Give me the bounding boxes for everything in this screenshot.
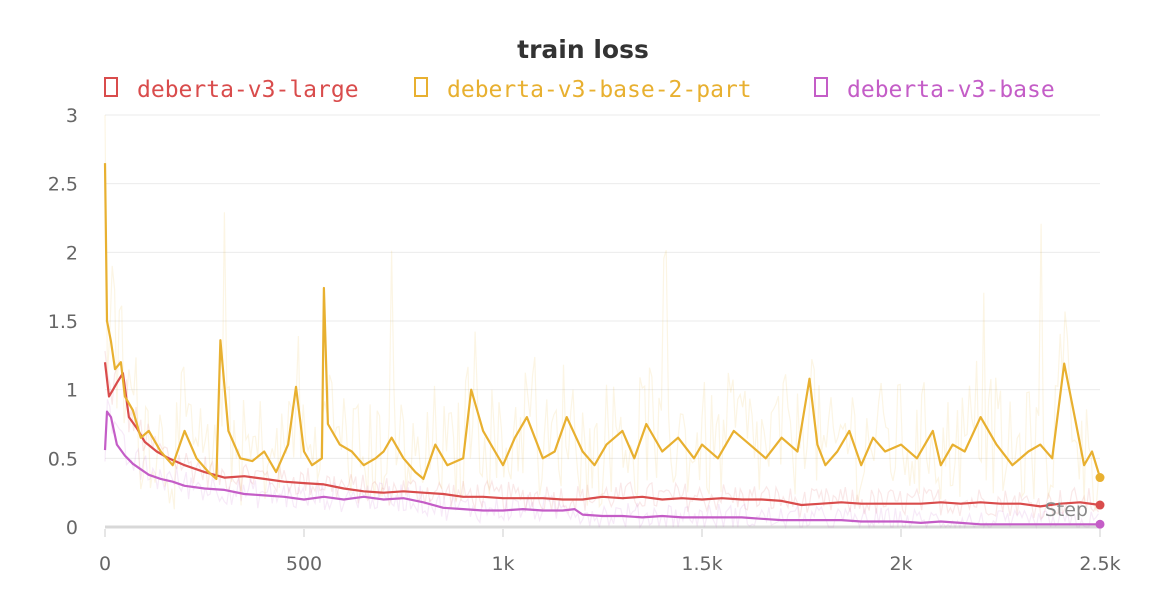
x-tick-label: 2k	[889, 553, 912, 575]
series-end-point	[1095, 473, 1105, 483]
series-line[interactable]	[103, 410, 1100, 526]
chart-title: train loss	[517, 35, 649, 64]
legend-label: deberta-v3-base	[847, 77, 1055, 103]
y-tick-label: 2.5	[48, 174, 78, 196]
x-axis-label: Step	[1045, 499, 1088, 521]
x-tick-label: 0	[99, 553, 111, 575]
y-axis: 0 0.5 1 1.5 2 2.5 3	[48, 105, 78, 539]
legend-label: deberta-v3-large	[137, 77, 359, 103]
x-axis: 0 500 1k 1.5k 2k 2.5k	[99, 529, 1121, 575]
legend-swatch-icon	[814, 77, 828, 97]
y-tick-label: 0.5	[48, 448, 78, 470]
series-line[interactable]	[103, 163, 1102, 480]
legend-item[interactable]: deberta-v3-base-2-part	[414, 77, 752, 103]
legend-swatch-icon	[414, 77, 428, 97]
series-end-point	[1095, 500, 1105, 510]
legend[interactable]: deberta-v3-large deberta-v3-base-2-part de…	[104, 77, 1055, 103]
legend-swatch-icon	[104, 77, 118, 97]
x-tick-label: 2.5k	[1079, 553, 1120, 575]
x-tick-label: 1.5k	[681, 553, 722, 575]
x-tick-label: 1k	[491, 553, 514, 575]
y-tick-label: 0	[66, 517, 78, 539]
raw-series-line	[104, 114, 1099, 511]
y-tick-label: 1	[66, 380, 78, 402]
gridlines	[105, 114, 1100, 529]
raw-series-line	[104, 350, 1099, 520]
series-lines[interactable]	[103, 163, 1102, 526]
legend-label: deberta-v3-base-2-part	[447, 77, 752, 103]
end-markers	[1095, 473, 1105, 529]
y-tick-label: 1.5	[48, 311, 78, 333]
x-tick-label: 500	[286, 553, 322, 575]
legend-item[interactable]: deberta-v3-large	[104, 77, 359, 103]
legend-item[interactable]: deberta-v3-base	[814, 77, 1055, 103]
series-end-point	[1095, 519, 1105, 529]
y-tick-label: 3	[66, 105, 78, 127]
y-tick-label: 2	[66, 242, 78, 264]
